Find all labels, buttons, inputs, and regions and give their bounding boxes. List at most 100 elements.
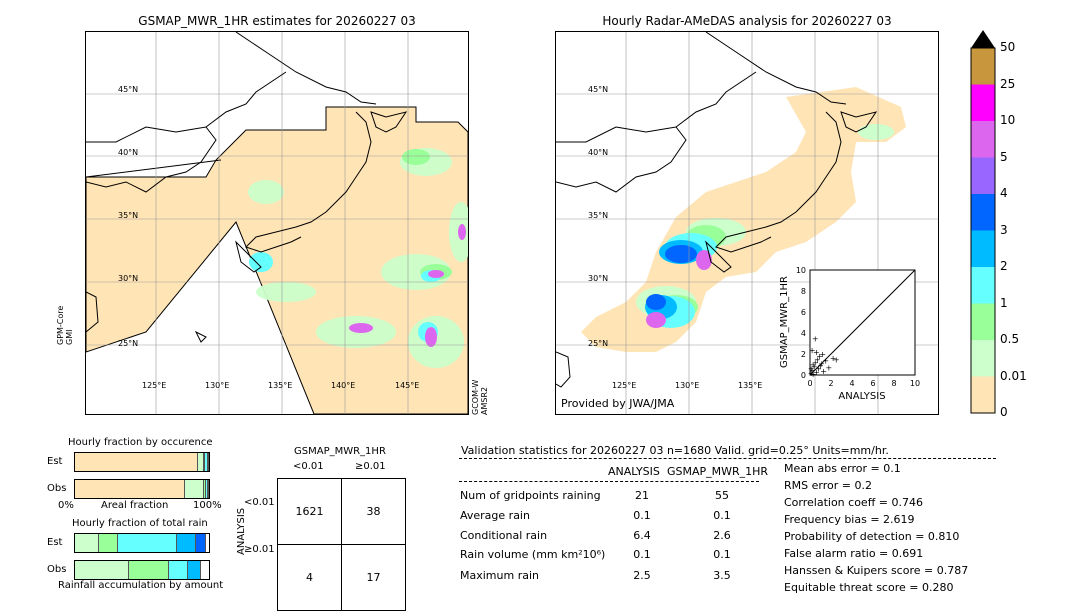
validation-rule [459,458,996,459]
scatter-ytick: 8 [801,287,806,296]
scatter-xtick: 4 [849,379,854,388]
scatter-ytick: 2 [801,350,806,359]
row-label-1: Average rain [460,509,530,522]
rain-obs-bar [74,560,210,580]
colorbar-label: 25 [1000,76,1016,91]
rain-est-label: Est [47,537,63,548]
scatter-xtick: 10 [910,379,920,388]
bar-segment [203,480,207,498]
table-rule [459,481,759,482]
scatter-point: + [810,370,817,379]
right-sensor-label: GCOM-W AMSR2 [471,379,489,415]
row-label-0: Num of gridpoints raining [460,489,601,502]
scatter-point: + [811,363,818,372]
scatter-ytick: 10 [796,266,806,275]
row-label-4: Maximum rain [460,569,539,582]
scatter-xtick: 2 [828,379,833,388]
bar-segment [198,453,204,471]
scatter-point: + [833,355,840,364]
ct-cell-10: 4 [277,544,342,611]
right-lon-135: 135°E [738,381,763,390]
bar-segment [206,480,208,498]
scatter-diagonal [809,269,916,376]
colorbar-block [971,376,995,413]
left-lon-145: 145°E [395,381,420,390]
ct-col-ge: ≥0.01 [355,461,386,472]
bar-segment [195,534,207,552]
colorbar-block [971,340,995,377]
bar-segment [117,534,177,552]
left-sensor-label: GPM-Core GMI [56,305,74,345]
right-lon-125: 125°E [612,381,637,390]
colorbar-block [971,267,995,304]
colorbar-label: 0 [1000,405,1008,419]
rain-obs-label: Obs [47,564,67,575]
colorbar-label: 3 [1000,222,1008,237]
scatter-point: + [826,364,833,373]
scatter-point: + [808,369,815,378]
left-lon-135: 135°E [268,381,293,390]
bar-segment [207,480,209,498]
scatter-point: + [814,355,821,364]
colorbar-label: 5 [1000,149,1008,164]
scatter-point: + [813,368,820,377]
scatter-ylabel: GSMAP_MWR_1HR [779,276,790,368]
score-2: Correlation coeff = 0.746 [784,496,923,509]
row-gsmap-4: 3.5 [713,569,731,582]
ct-cell-00: 1621 [277,478,342,545]
occ-title: Hourly fraction by occurence [68,437,213,448]
colorbar-label: 2 [1000,259,1008,273]
ct-row-ge: ≥0.01 [244,544,275,555]
scatter-xtick: 8 [891,379,896,388]
row-analysis-2: 6.4 [633,529,651,542]
left-lon-125: 125°E [142,381,167,390]
ct-col-lt: <0.01 [293,461,324,472]
bar-segment [187,561,201,579]
left-lat-35: 35°N [118,211,139,220]
colorbar-label: 1 [1000,295,1008,310]
bar-segment [204,453,208,471]
colorbar-block [971,84,995,121]
colorbar-label: 50 [1000,40,1016,54]
bar-segment [184,480,204,498]
row-analysis-3: 0.1 [633,548,651,561]
scatter-point: + [809,346,816,355]
left-lat-30: 30°N [118,274,139,283]
score-0: Mean abs error = 0.1 [784,462,901,475]
colorbar [970,30,996,414]
row-analysis-4: 2.5 [633,569,651,582]
rain-est-bar [74,533,210,553]
scatter-point: + [809,366,816,375]
scatter-point: + [808,365,815,374]
bar-segment [75,534,100,552]
colorbar-block [971,48,995,85]
score-5: False alarm ratio = 0.691 [784,547,924,560]
bar-segment [128,561,169,579]
ct-row-lt: <0.01 [244,497,275,508]
left-lon-130: 130°E [205,381,230,390]
scatter-ytick: 0 [801,371,806,380]
left-lon-140: 140°E [331,381,356,390]
scatter-point: + [830,354,837,363]
rain-xlabel: Rainfall accumulation by amount [58,580,224,591]
colorbar-block [971,194,995,231]
left-lat-45: 45°N [118,85,139,94]
scatter-ytick: 4 [801,329,806,338]
occ-tick-100: 100% [193,500,222,511]
occ-est-bar [74,452,210,472]
score-1: RMS error = 0.2 [784,479,872,492]
occ-obs-label: Obs [47,483,67,494]
colorbar-label: 10 [1000,113,1016,127]
colorbar-extend-arrow [971,30,995,48]
bar-segment [75,453,199,471]
score-6: Hanssen & Kuipers score = 0.787 [784,564,969,577]
scatter-xtick: 0 [807,379,812,388]
bar-segment [168,561,188,579]
row-label-2: Conditional rain [460,529,548,542]
left-map [85,31,469,415]
bar-segment [99,534,118,552]
row-label-3: Rain volume (mm km²10⁶) [460,548,606,561]
row-gsmap-2: 2.6 [713,529,731,542]
contingency-table: 1621 38 4 17 [277,478,406,611]
